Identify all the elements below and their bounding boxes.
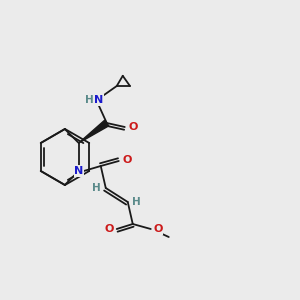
Text: O: O bbox=[153, 224, 162, 234]
Text: N: N bbox=[94, 95, 104, 105]
Text: H: H bbox=[92, 183, 101, 193]
Text: H: H bbox=[132, 197, 141, 207]
Text: N: N bbox=[74, 166, 83, 176]
Text: O: O bbox=[128, 122, 137, 132]
Text: O: O bbox=[122, 155, 131, 165]
Polygon shape bbox=[79, 120, 109, 143]
Text: H: H bbox=[85, 95, 94, 105]
Text: O: O bbox=[104, 224, 113, 234]
